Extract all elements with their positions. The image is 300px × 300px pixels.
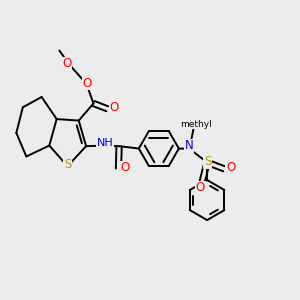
Text: O: O bbox=[109, 101, 119, 114]
Text: S: S bbox=[204, 155, 212, 168]
Text: O: O bbox=[196, 181, 205, 194]
Text: O: O bbox=[120, 161, 130, 175]
Text: N: N bbox=[184, 140, 193, 152]
Text: O: O bbox=[226, 161, 235, 175]
Text: O: O bbox=[83, 77, 92, 90]
Text: NH: NH bbox=[97, 138, 114, 148]
Text: O: O bbox=[62, 57, 72, 70]
Text: methyl: methyl bbox=[180, 120, 212, 129]
Text: S: S bbox=[64, 158, 71, 171]
